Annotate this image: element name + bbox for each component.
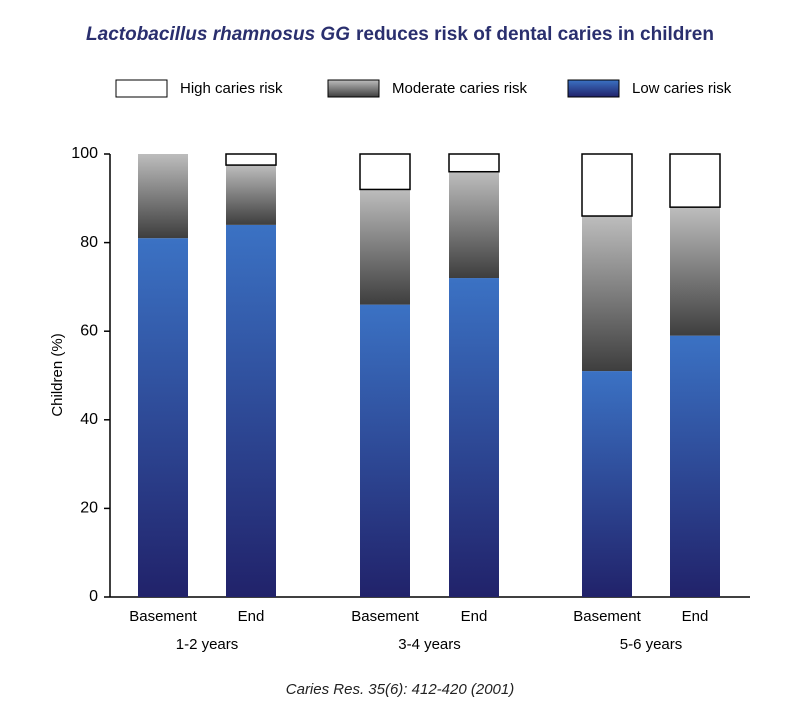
bar-segment bbox=[360, 189, 410, 305]
bar-segment bbox=[448, 153, 500, 173]
bar-segment bbox=[670, 335, 720, 597]
legend-label: Moderate caries risk bbox=[392, 80, 528, 97]
title-italic: Lactobacillus rhamnosus GG bbox=[86, 24, 350, 45]
bar-segment bbox=[225, 153, 277, 166]
x-tick-label: Basement bbox=[573, 608, 641, 625]
bar-segment bbox=[138, 238, 188, 598]
x-tick-label: End bbox=[682, 608, 709, 625]
x-tick-label: End bbox=[461, 608, 488, 625]
legend-swatch bbox=[327, 79, 380, 98]
x-tick-label: Basement bbox=[351, 608, 419, 625]
bar-segment bbox=[669, 153, 721, 208]
bar-segment bbox=[226, 165, 276, 225]
title-rest: reduces risk of dental caries in childre… bbox=[356, 24, 714, 45]
bar-segment bbox=[449, 278, 499, 597]
legend-label: High caries risk bbox=[180, 80, 283, 97]
legend-swatch bbox=[115, 79, 168, 98]
y-tick-label: 40 bbox=[80, 411, 98, 428]
group-label: 1-2 years bbox=[176, 636, 239, 653]
y-tick-label: 60 bbox=[80, 322, 98, 339]
bar-segment bbox=[138, 154, 188, 239]
bar-segment bbox=[581, 153, 633, 217]
y-tick-label: 80 bbox=[80, 234, 98, 251]
group-label: 5-6 years bbox=[620, 636, 683, 653]
x-tick-label: Basement bbox=[129, 608, 197, 625]
legend-label: Low caries risk bbox=[632, 80, 732, 97]
source: Caries Res. 35(6): 412-420 (2001) bbox=[286, 681, 514, 698]
group-label: 3-4 years bbox=[398, 636, 461, 653]
bar-segment bbox=[359, 153, 411, 191]
bar-segment bbox=[582, 371, 632, 597]
bar-segment bbox=[582, 216, 632, 372]
bar-segment bbox=[360, 304, 410, 597]
x-tick-label: End bbox=[238, 608, 265, 625]
y-tick-label: 100 bbox=[71, 145, 98, 162]
bar-segment bbox=[670, 207, 720, 336]
bar-segment bbox=[449, 171, 499, 279]
chart-title: Lactobacillus rhamnosus GG reduces risk o… bbox=[86, 24, 714, 45]
bar-segment bbox=[226, 224, 276, 597]
y-tick-label: 20 bbox=[80, 500, 98, 517]
legend-swatch bbox=[567, 79, 620, 98]
y-axis-label: Children (%) bbox=[49, 333, 66, 416]
y-tick-label: 0 bbox=[89, 588, 98, 605]
